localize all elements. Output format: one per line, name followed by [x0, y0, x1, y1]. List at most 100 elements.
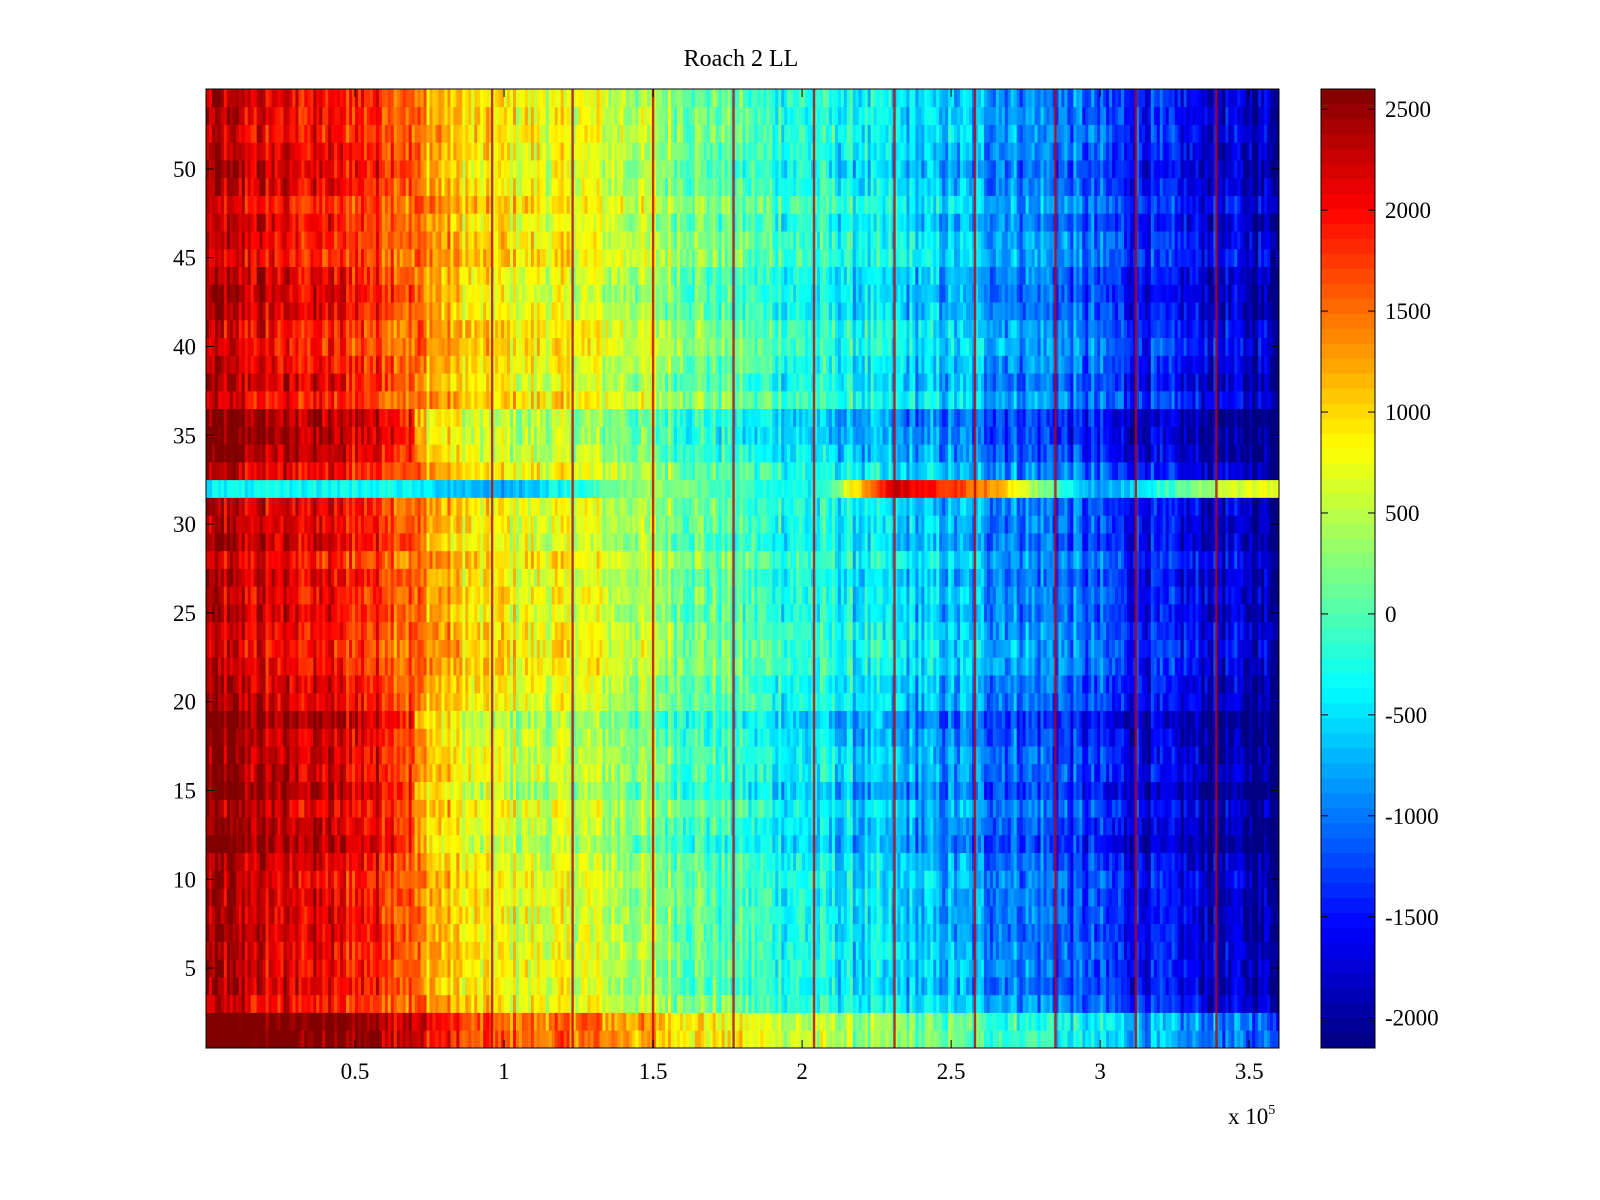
heatmap-cell — [513, 799, 517, 818]
heatmap-cell — [581, 870, 585, 889]
heatmap-cell — [796, 870, 800, 889]
heatmap-cell — [1162, 941, 1167, 960]
heatmap-cell — [638, 1030, 642, 1049]
heatmap-cell — [369, 799, 374, 818]
heatmap-cell — [253, 870, 258, 889]
heatmap-cell — [769, 888, 773, 907]
heatmap-cell — [250, 870, 255, 889]
heatmap-cell — [590, 852, 594, 871]
heatmap-cell — [429, 923, 433, 942]
heatmap-cell — [793, 905, 797, 925]
heatmap-cell — [366, 817, 371, 836]
heatmap-cell — [438, 888, 442, 907]
heatmap-cell — [295, 976, 299, 996]
heatmap-cell — [238, 852, 243, 871]
heatmap-cell — [718, 941, 723, 960]
heatmap-cell — [363, 1030, 368, 1049]
heatmap-cell — [1141, 941, 1146, 960]
heatmap-cell — [1010, 817, 1015, 836]
heatmap-cell — [608, 834, 612, 854]
heatmap-cell — [742, 994, 746, 1013]
heatmap-cell — [548, 852, 553, 871]
heatmap-cell — [489, 994, 493, 1013]
heatmap-cell — [1076, 959, 1080, 978]
heatmap-cell — [837, 976, 842, 996]
heatmap-cell — [253, 923, 258, 942]
heatmap-cell — [566, 870, 571, 889]
heatmap-cell — [837, 834, 842, 854]
heatmap-cell — [989, 870, 994, 889]
heatmap-cell — [1195, 994, 1199, 1013]
heatmap-cell — [724, 870, 728, 889]
heatmap-cell — [626, 1030, 630, 1049]
heatmap-cell — [760, 905, 764, 925]
heatmap-cell — [805, 817, 809, 836]
heatmap-cell — [715, 959, 720, 978]
heatmap-cell — [679, 888, 684, 907]
heatmap-cell — [876, 817, 881, 836]
heatmap-cell — [1094, 941, 1098, 960]
heatmap-cell — [843, 888, 848, 907]
heatmap-cell — [292, 1030, 296, 1049]
heatmap-cell — [1246, 870, 1250, 889]
heatmap-cell — [1034, 852, 1038, 871]
heatmap-cell — [292, 834, 296, 854]
heatmap-cell — [930, 976, 934, 996]
heatmap-cell — [617, 994, 621, 1013]
heatmap-cell — [1204, 1012, 1208, 1031]
heatmap-cell — [942, 923, 946, 942]
heatmap-cell — [980, 817, 985, 836]
heatmap-cell — [703, 1012, 708, 1031]
heatmap-cell — [685, 1012, 690, 1031]
heatmap-cell — [1091, 817, 1095, 836]
heatmap-cell — [602, 1012, 606, 1031]
heatmap-cell — [426, 923, 430, 942]
heatmap-cell — [1129, 834, 1134, 854]
heatmap-cell — [1210, 870, 1214, 889]
heatmap-cell — [700, 888, 705, 907]
heatmap-cell — [486, 799, 490, 818]
heatmap-cell — [763, 852, 767, 871]
heatmap-cell — [1004, 799, 1009, 818]
heatmap-cell — [673, 1012, 678, 1031]
heatmap-cell — [510, 1030, 514, 1049]
heatmap-cell — [423, 923, 427, 942]
heatmap-cell — [340, 941, 344, 960]
heatmap-cell — [1019, 834, 1024, 854]
heatmap-cell — [1186, 959, 1190, 978]
heatmap-cell — [435, 834, 439, 854]
heatmap-cell — [1022, 799, 1027, 818]
heatmap-cell — [349, 834, 353, 854]
heatmap-cell — [459, 941, 463, 960]
heatmap-cell — [474, 994, 478, 1013]
heatmap-cell — [626, 888, 630, 907]
heatmap-cell — [420, 852, 424, 871]
heatmap-cell — [554, 923, 559, 942]
heatmap-cell — [453, 959, 457, 978]
heatmap-cell — [1213, 976, 1217, 996]
heatmap-cell — [286, 923, 290, 942]
heatmap-cell — [405, 870, 410, 889]
heatmap-cell — [307, 852, 311, 871]
heatmap-cell — [900, 905, 904, 925]
heatmap-cell — [715, 1030, 720, 1049]
heatmap-cell — [536, 1012, 541, 1031]
heatmap-cell — [471, 834, 475, 854]
heatmap-cell — [262, 941, 267, 960]
heatmap-cell — [742, 959, 746, 978]
heatmap-cell — [438, 799, 442, 818]
heatmap-cell — [387, 976, 392, 996]
heatmap-cell — [557, 817, 562, 836]
heatmap-cell — [1267, 1012, 1271, 1031]
heatmap-cell — [694, 1012, 699, 1031]
heatmap-cell — [420, 1012, 424, 1031]
heatmap-cell — [769, 852, 773, 871]
heatmap-cell — [703, 941, 708, 960]
heatmap-cell — [963, 870, 967, 889]
heatmap-cell — [483, 817, 487, 836]
heatmap-cell — [1132, 817, 1137, 836]
heatmap-cell — [718, 923, 723, 942]
heatmap-cell — [700, 976, 705, 996]
heatmap-cell — [754, 852, 758, 871]
heatmap-cell — [1121, 923, 1125, 942]
